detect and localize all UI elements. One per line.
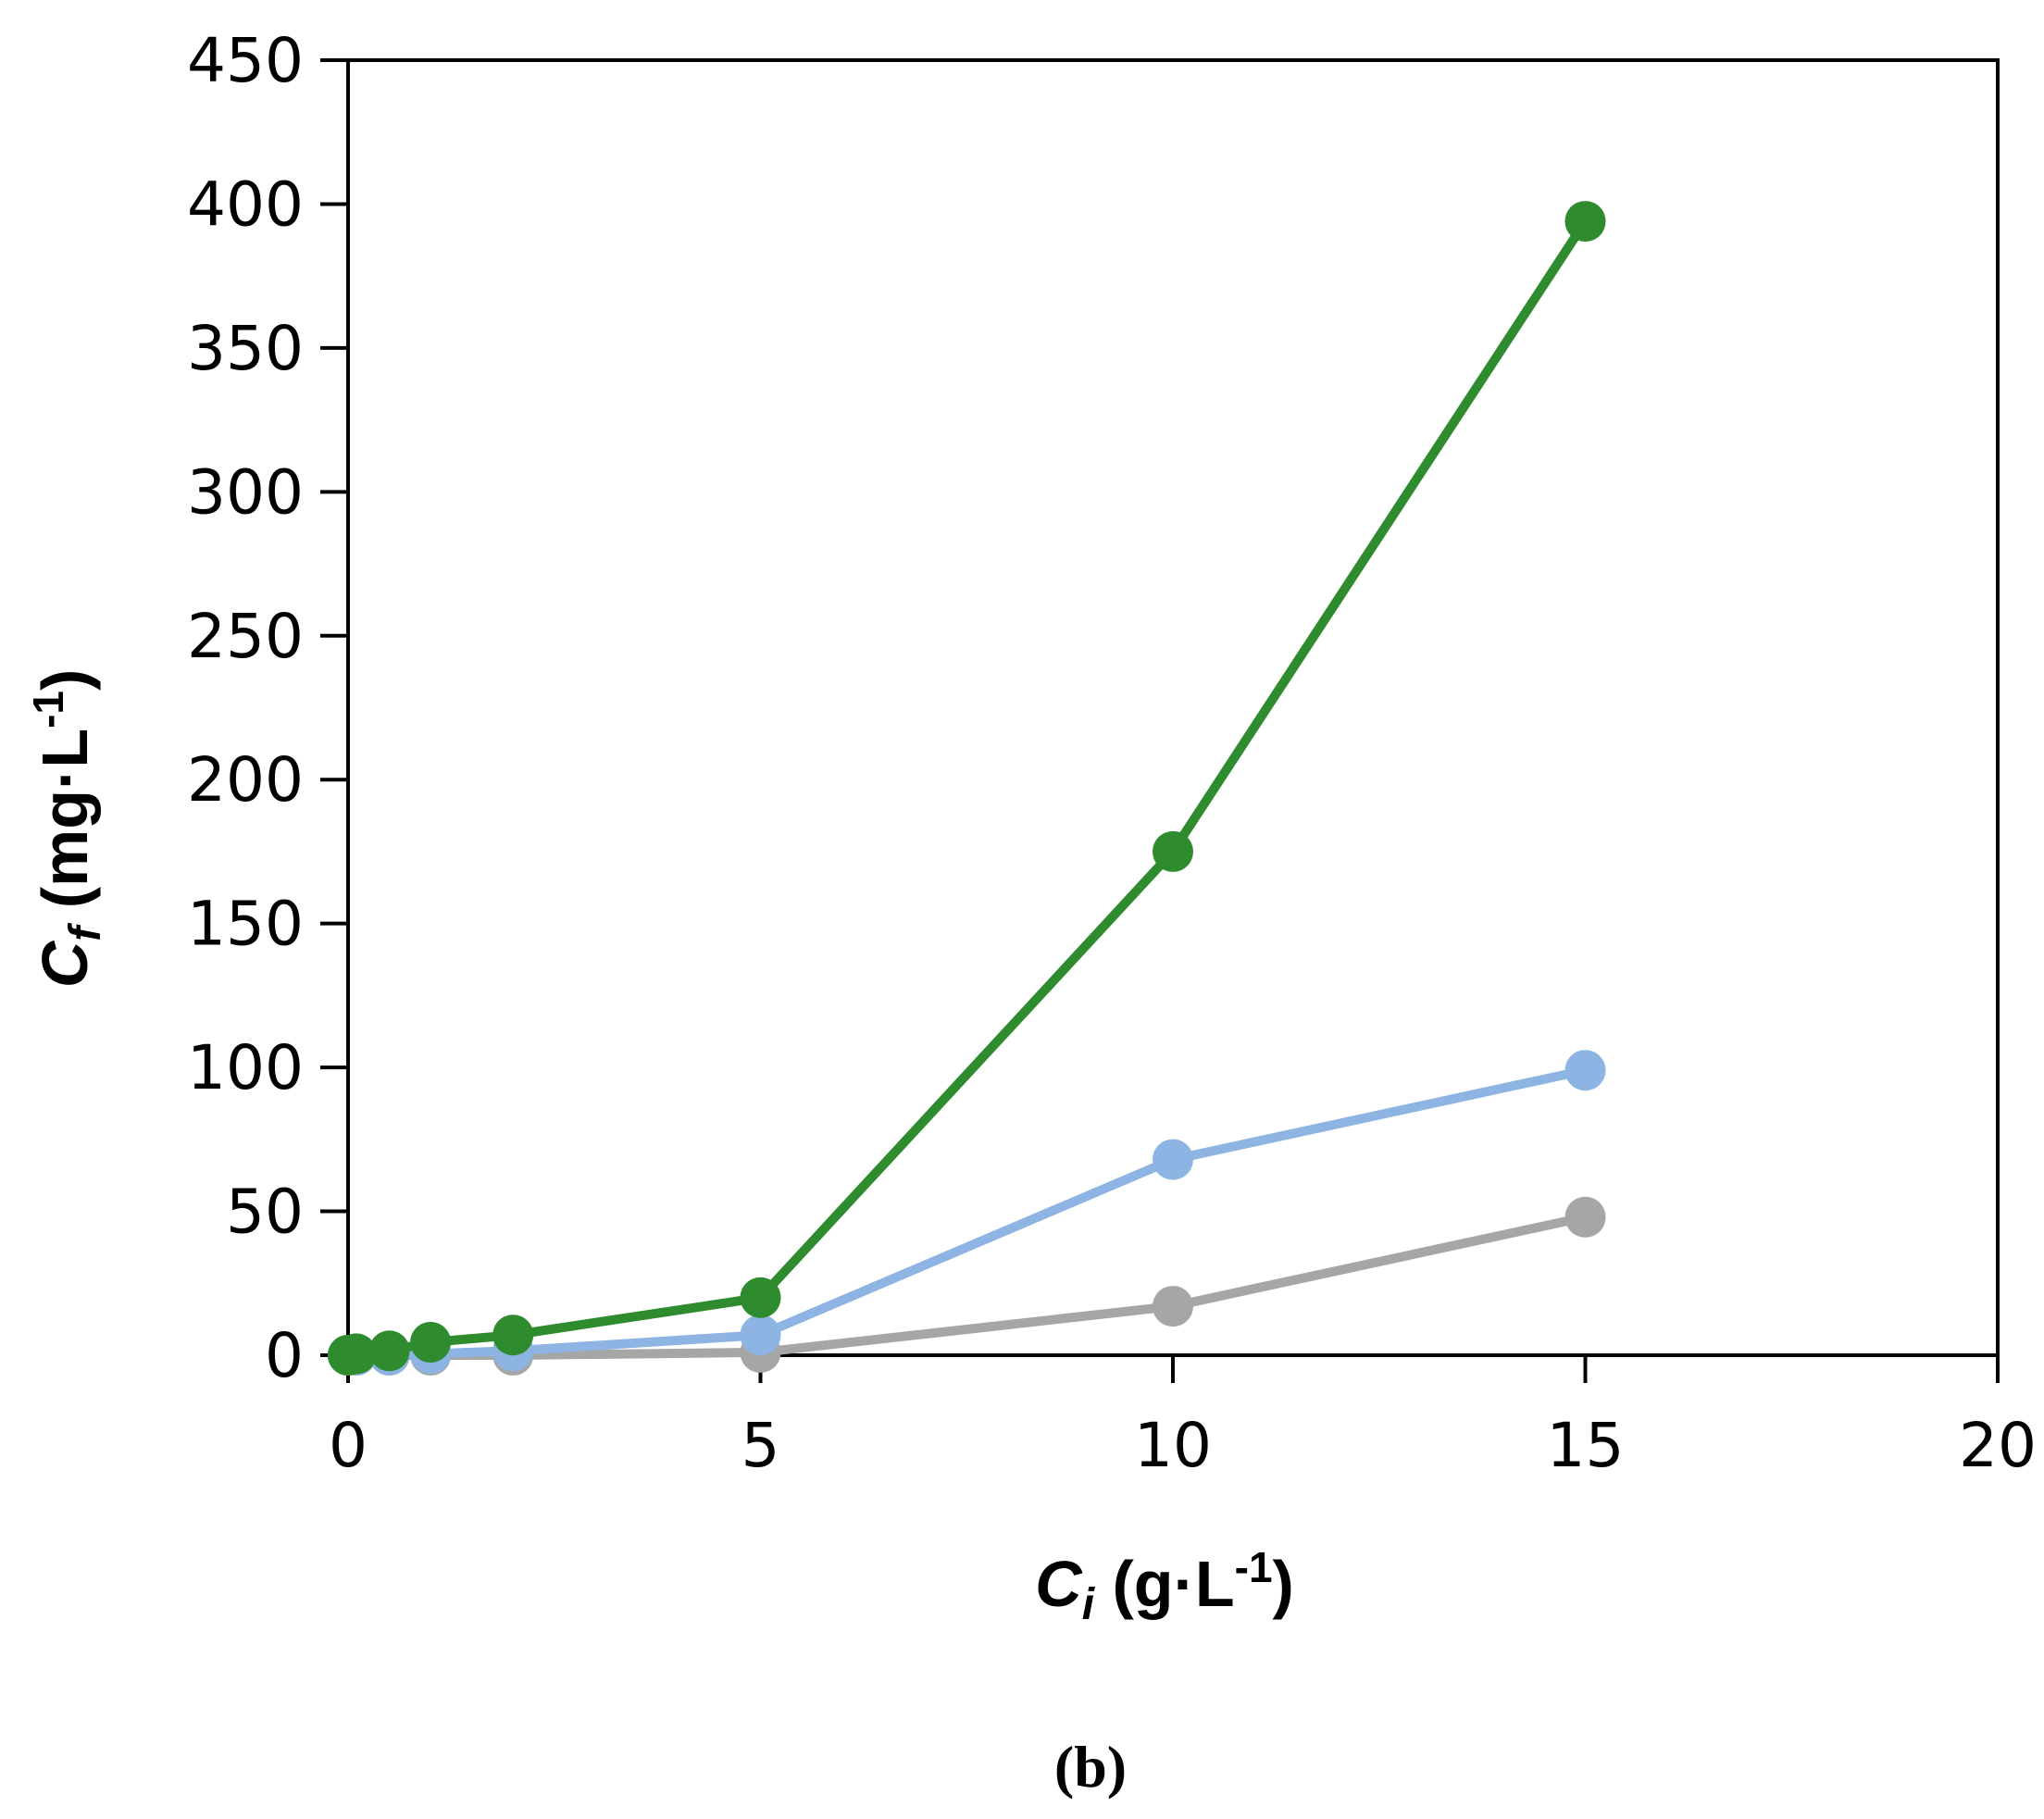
data-point	[1153, 830, 1193, 872]
y-tick-label: 250	[187, 601, 304, 672]
x-axis: 0 5 10 15 20	[329, 1355, 2037, 1481]
x-axis-title: Ci (g·L-1)	[1035, 1543, 1294, 1629]
x-tick-label: 20	[1959, 1410, 2037, 1481]
data-point	[492, 1314, 534, 1356]
data-point	[368, 1330, 410, 1372]
x-tick-label: 15	[1547, 1410, 1625, 1481]
series-line	[343, 1065, 1590, 1360]
y-tick-label: 50	[226, 1177, 304, 1248]
series-layer	[328, 201, 1606, 1376]
data-point	[1564, 1196, 1606, 1238]
y-tick-label: 100	[187, 1032, 304, 1103]
data-point	[335, 1333, 377, 1375]
y-axis: 0 50 100 150 200 250 300 350 400 450	[187, 25, 348, 1391]
y-axis-title: Cf (mg·L-1)	[24, 669, 110, 989]
y-tick-label: 450	[187, 25, 304, 96]
panel-label: (b)	[1054, 1734, 1127, 1800]
data-point	[1564, 201, 1606, 243]
y-tick-label: 300	[187, 456, 304, 528]
series-line	[343, 217, 1590, 1360]
x-tick-label: 5	[742, 1410, 780, 1481]
data-point	[1153, 1286, 1193, 1327]
data-point	[1153, 1139, 1193, 1180]
x-tick-label: 10	[1134, 1410, 1212, 1481]
data-point	[410, 1322, 452, 1363]
x-tick-label: 0	[329, 1410, 368, 1481]
y-tick-label: 150	[187, 889, 304, 960]
y-tick-label: 0	[265, 1320, 304, 1391]
y-tick-label: 350	[187, 313, 304, 384]
y-tick-label: 400	[187, 168, 304, 240]
series-1	[328, 201, 1606, 1376]
data-point	[740, 1314, 781, 1356]
y-tick-label: 200	[187, 744, 304, 816]
data-point	[1564, 1050, 1606, 1091]
data-point	[740, 1277, 781, 1318]
